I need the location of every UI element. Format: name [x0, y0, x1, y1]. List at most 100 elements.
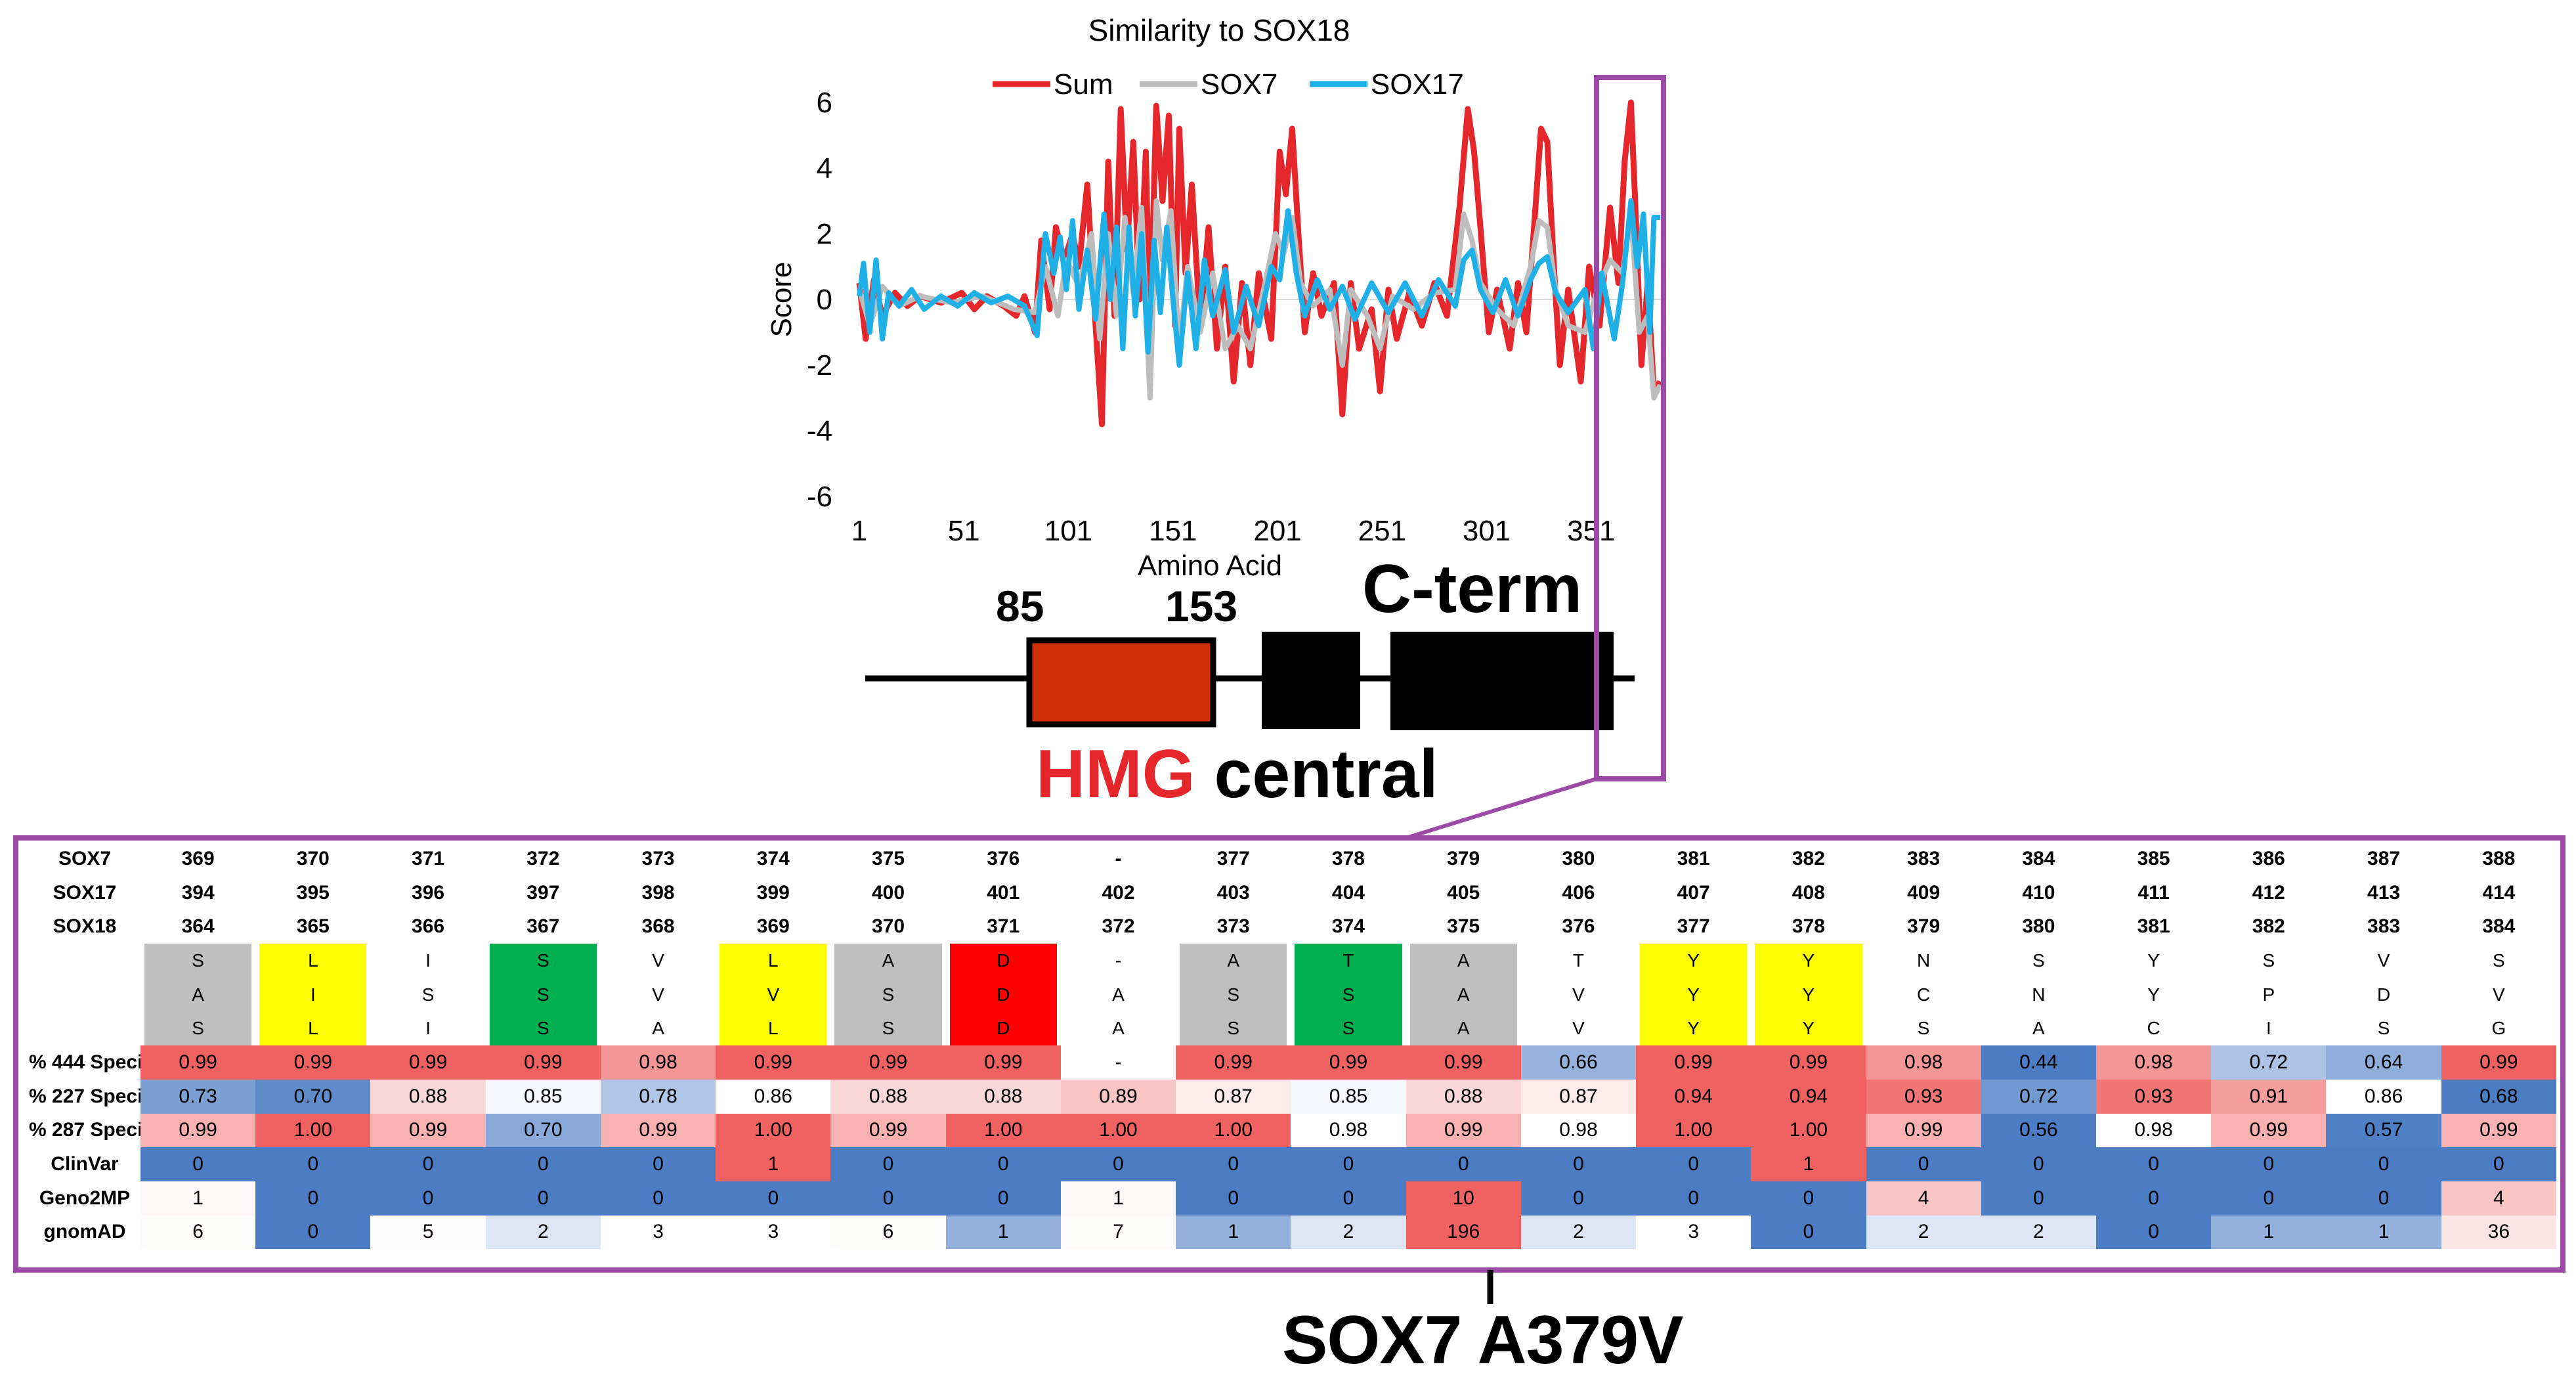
table-cell: 396	[412, 881, 445, 904]
y-tick-label: 2	[817, 218, 832, 250]
table-cell: 0.56	[1981, 1113, 2096, 1148]
table-cell: V	[2493, 984, 2505, 1005]
row-header: gnomAD	[43, 1221, 126, 1243]
table-cell: Y	[1751, 1011, 1866, 1046]
table-cell: S	[1291, 977, 1406, 1012]
row-header: SOX17	[53, 881, 117, 904]
table-cell: 383	[1907, 847, 1941, 869]
table-cell: Y	[2147, 950, 2160, 971]
chart-title: Similarity to SOX18	[1088, 13, 1350, 47]
table-cell: 378	[1792, 915, 1825, 938]
table-cell: 1.00	[716, 1113, 831, 1148]
table-cell: 399	[756, 881, 790, 904]
table-row: SOX7 369 370 371 372 373 374 375 376 - 377 378 379 38…	[29, 842, 2556, 876]
table-cell: 7	[1060, 1215, 1176, 1250]
table-cell: V	[1572, 984, 1585, 1005]
table-cell: D	[945, 944, 1061, 978]
table-cell: L	[716, 944, 831, 978]
table-cell: 0.70	[255, 1079, 371, 1114]
table-cell: 380	[1562, 847, 1595, 869]
table-cell: I	[425, 950, 431, 971]
table-row: SOX18 364 365 366 367 368 369 370 371 372 373 374 37…	[29, 910, 2556, 944]
table-cell: 0.88	[1406, 1079, 1521, 1114]
domain-labels: HMG central	[1036, 735, 1438, 814]
table-cell: 381	[1677, 847, 1710, 869]
table-cell: 366	[412, 915, 445, 938]
legend-label-sox17: SOX17	[1371, 68, 1464, 100]
table-cell: I	[425, 1018, 431, 1039]
hmg-domain-box	[1026, 637, 1216, 728]
table-cell: V	[1572, 1018, 1585, 1039]
table-cell: 373	[1216, 915, 1250, 938]
table-cell: 403	[1216, 881, 1250, 904]
table-cell: 0.44	[1981, 1045, 2096, 1080]
table-cell: 0.88	[945, 1079, 1061, 1114]
table-cell: 2	[1520, 1215, 1637, 1250]
table-cell: 406	[1562, 881, 1595, 904]
table-cell: 413	[2367, 881, 2401, 904]
table-cell: S	[1176, 977, 1291, 1012]
x-axis-ticks: 1 51 101 151 201 251 301 351	[851, 515, 1616, 547]
table-cell: 0.98	[1520, 1113, 1637, 1148]
table-cell: 0	[140, 1147, 256, 1181]
table-cell: V	[2377, 950, 2390, 971]
table-cell: 0.99	[1291, 1045, 1406, 1080]
table-cell: 4	[1866, 1181, 1981, 1216]
table-cell: Y	[1751, 977, 1866, 1012]
x-tick-label: 51	[948, 515, 980, 547]
table-cell: 0.99	[945, 1045, 1061, 1080]
table-cell: 371	[412, 847, 445, 869]
zoom-region-box	[1594, 75, 1666, 781]
table-cell: 395	[296, 881, 330, 904]
table-cell: 409	[1907, 881, 1941, 904]
table-cell: 382	[2252, 915, 2285, 938]
table-cell: 400	[871, 881, 905, 904]
table-cell: 0.70	[485, 1113, 601, 1148]
hmg-label: HMG	[1036, 736, 1195, 812]
table-cell: 374	[1331, 915, 1365, 938]
x-tick-label: 251	[1358, 515, 1406, 547]
table-cell: S	[1176, 1011, 1291, 1046]
table-cell: 10	[1406, 1181, 1521, 1216]
table-cell: 4	[2441, 1181, 2556, 1216]
table-cell: 0.99	[370, 1045, 486, 1080]
y-axis-label: Score	[765, 262, 798, 338]
table-cell: 0.93	[2095, 1079, 2212, 1114]
y-tick-label: 4	[817, 152, 832, 185]
table-cell: 0	[485, 1181, 601, 1216]
table-cell: 0	[255, 1181, 371, 1216]
table-cell: 0	[830, 1181, 946, 1216]
table-cell: 370	[296, 847, 330, 869]
row-header: % 287 Species	[29, 1119, 140, 1141]
table-cell: 0.72	[2211, 1045, 2327, 1080]
table-cell: V	[652, 950, 664, 971]
table-cell: 0.98	[2095, 1045, 2212, 1080]
table-cell: P	[2262, 984, 2275, 1005]
table-cell: 0	[370, 1147, 486, 1181]
table-cell: 0.98	[1291, 1113, 1406, 1148]
table-cell: -	[1115, 847, 1122, 869]
legend-label-sox7: SOX7	[1201, 68, 1277, 100]
table-cell: 1.00	[255, 1113, 371, 1148]
table-cell: I	[255, 977, 371, 1012]
row-header: SOX7	[58, 847, 112, 869]
table-cell: 0.99	[1406, 1113, 1521, 1148]
table-cell: 383	[2367, 915, 2401, 938]
table-cell: 1.00	[1060, 1113, 1176, 1148]
table-cell: 376	[1562, 915, 1595, 938]
table-cell: 0.99	[830, 1113, 946, 1148]
table-cell: 402	[1102, 881, 1135, 904]
table-cell: 404	[1331, 881, 1365, 904]
table-cell: 0	[1060, 1147, 1176, 1181]
table-cell: 1	[140, 1181, 256, 1216]
table-cell: 0.99	[716, 1045, 831, 1080]
table-cell: 0.68	[2441, 1079, 2556, 1114]
table-cell: 375	[1447, 915, 1480, 938]
table-cell: D	[945, 977, 1061, 1012]
table-cell: 0.86	[716, 1079, 831, 1114]
table-cell: N	[1917, 950, 1931, 971]
table-row: % 287 Species0.991.000.990.700.991.000.9…	[29, 1113, 2556, 1148]
x-tick-label: 301	[1463, 515, 1511, 547]
table-cell: N	[2032, 984, 2046, 1005]
